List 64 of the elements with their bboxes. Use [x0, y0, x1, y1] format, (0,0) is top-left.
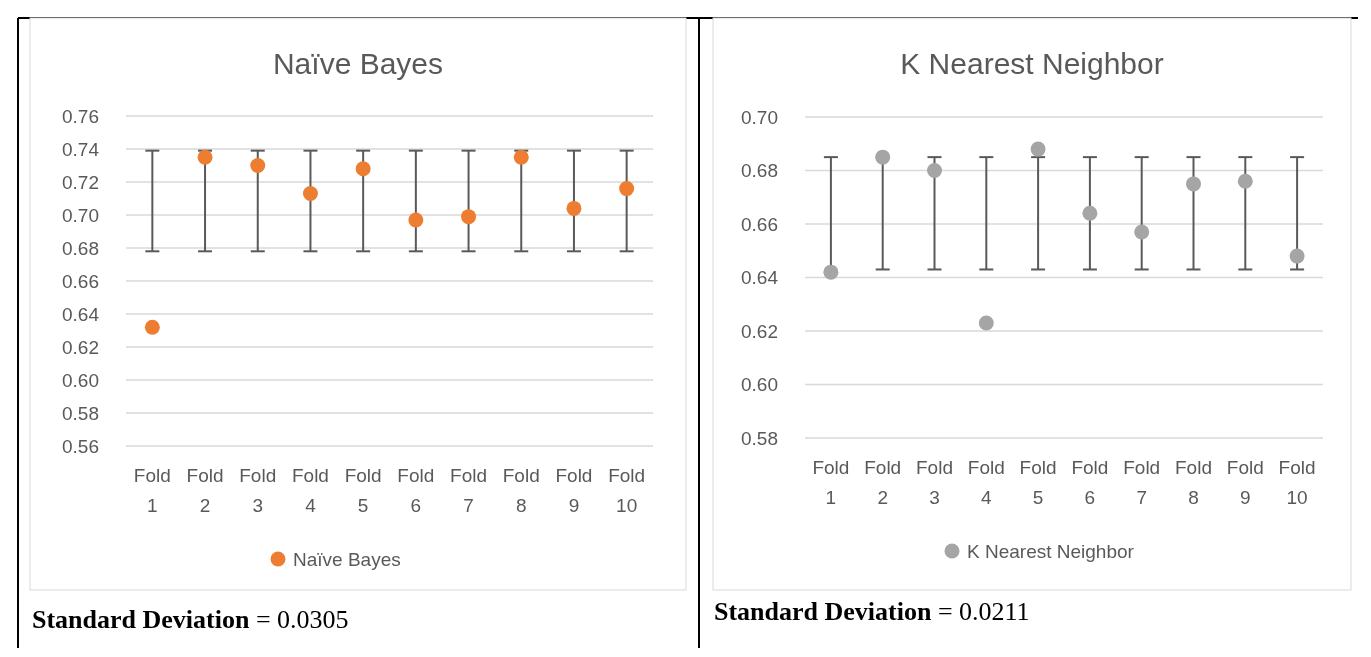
y-tick-label: 0.72: [62, 171, 99, 193]
y-tick-label: 0.70: [62, 204, 99, 226]
point: [408, 212, 424, 228]
y-tick-label: 0.58: [741, 427, 778, 449]
y-tick-label: 0.60: [741, 374, 778, 396]
x-tick-label: Fold 3: [239, 465, 277, 516]
x-tick-label: Fold 8: [1175, 457, 1212, 508]
point: [1289, 248, 1305, 264]
chart-title: Naïve Bayes: [272, 47, 444, 80]
y-tick-label: 0.64: [741, 267, 779, 289]
x-tick-label: Fold 8: [502, 465, 540, 516]
point: [1134, 224, 1150, 240]
y-tick-label: 0.60: [62, 369, 99, 391]
x-tick-label: Fold 5: [1019, 457, 1057, 508]
legend-label: Naïve Bayes: [293, 548, 401, 570]
x-tick-label: Fold 7: [1123, 457, 1161, 508]
x-tick-label: Fold 4: [967, 457, 1005, 508]
point: [461, 209, 477, 225]
x-tick-label: Fold 3: [916, 457, 953, 508]
point: [355, 161, 371, 177]
point: [927, 163, 942, 178]
y-tick-label: 0.66: [741, 213, 778, 235]
x-tick-label: Fold 9: [1226, 457, 1264, 508]
text: Standard Deviation = 0.0211: [714, 597, 1030, 626]
x-tick-label: Fold 6: [397, 465, 435, 516]
y-tick-label: 0.66: [62, 270, 99, 292]
point: [823, 264, 839, 280]
point: [566, 200, 582, 216]
point: [875, 149, 891, 165]
y-tick-label: 0.68: [62, 237, 99, 259]
point: [197, 149, 213, 165]
x-tick-label: Fold 2: [864, 457, 902, 508]
y-tick-label: 0.58: [62, 402, 99, 424]
y-tick-label: 0.76: [62, 105, 99, 127]
x-tick-label: Fold 10: [608, 465, 646, 516]
y-tick-label: 0.70: [741, 106, 778, 128]
y-tick-label: 0.64: [62, 303, 100, 325]
y-tick-label: 0.62: [741, 320, 778, 342]
x-tick-label: Fold 7: [450, 465, 488, 516]
text: Standard Deviation = 0.0305: [32, 605, 349, 634]
point: [1186, 176, 1201, 192]
point: [978, 315, 994, 331]
x-tick-label: Fold 6: [1071, 457, 1109, 508]
point: [144, 319, 160, 335]
point: [302, 186, 318, 202]
x-tick-label: Fold 5: [344, 465, 382, 516]
x-tick-label: Fold 1: [133, 465, 171, 516]
y-tick-label: 0.74: [62, 138, 100, 160]
point: [619, 181, 635, 197]
point: [513, 149, 529, 165]
x-tick-label: Fold 1: [812, 457, 850, 508]
x-tick-label: Fold 10: [1278, 457, 1316, 508]
x-tick-label: Fold 9: [555, 465, 593, 516]
legend-label: K Nearest Neighbor: [967, 540, 1135, 562]
point: [1237, 173, 1253, 189]
chart-title: K Nearest Neighbor: [900, 47, 1164, 80]
y-tick-label: 0.56: [62, 435, 99, 457]
y-tick-label: 0.62: [62, 336, 99, 358]
point: [250, 158, 266, 173]
point: [1082, 205, 1098, 221]
point: [1030, 141, 1046, 157]
x-tick-label: Fold 2: [186, 465, 224, 516]
y-tick-label: 0.68: [741, 160, 778, 182]
x-tick-label: Fold 4: [291, 465, 329, 516]
